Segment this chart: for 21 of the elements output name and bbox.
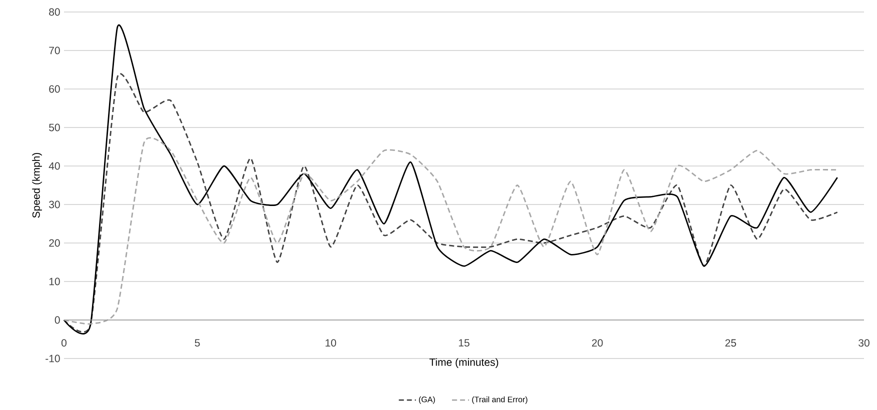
- y-tick-label: 50: [49, 124, 60, 132]
- y-tick-label: 60: [49, 85, 60, 93]
- x-axis-title: Time (minutes): [429, 358, 498, 368]
- y-tick-label: 70: [49, 46, 60, 54]
- legend-label: (Trail and Error): [472, 396, 528, 404]
- y-axis-title: Speed (kmph): [32, 152, 42, 218]
- y-tick-label: 80: [49, 8, 60, 16]
- x-tick-label: 20: [592, 339, 603, 347]
- legend-label: (GA): [418, 396, 435, 404]
- x-tick-label: 25: [725, 339, 736, 347]
- y-tick-label: 40: [48, 162, 60, 170]
- x-tick-label: 15: [458, 339, 470, 347]
- y-tick-label: 10: [49, 278, 60, 286]
- x-tick-label: 10: [326, 339, 336, 347]
- y-tick-label: 30: [49, 200, 60, 208]
- y-tick-label: 20: [49, 239, 60, 247]
- y-tick-label: -10: [46, 354, 60, 362]
- y-tick-label: 0: [54, 316, 60, 324]
- x-tick-label: 0: [61, 339, 66, 347]
- x-tick-label: 5: [194, 339, 200, 347]
- x-tick-label: 30: [858, 339, 870, 347]
